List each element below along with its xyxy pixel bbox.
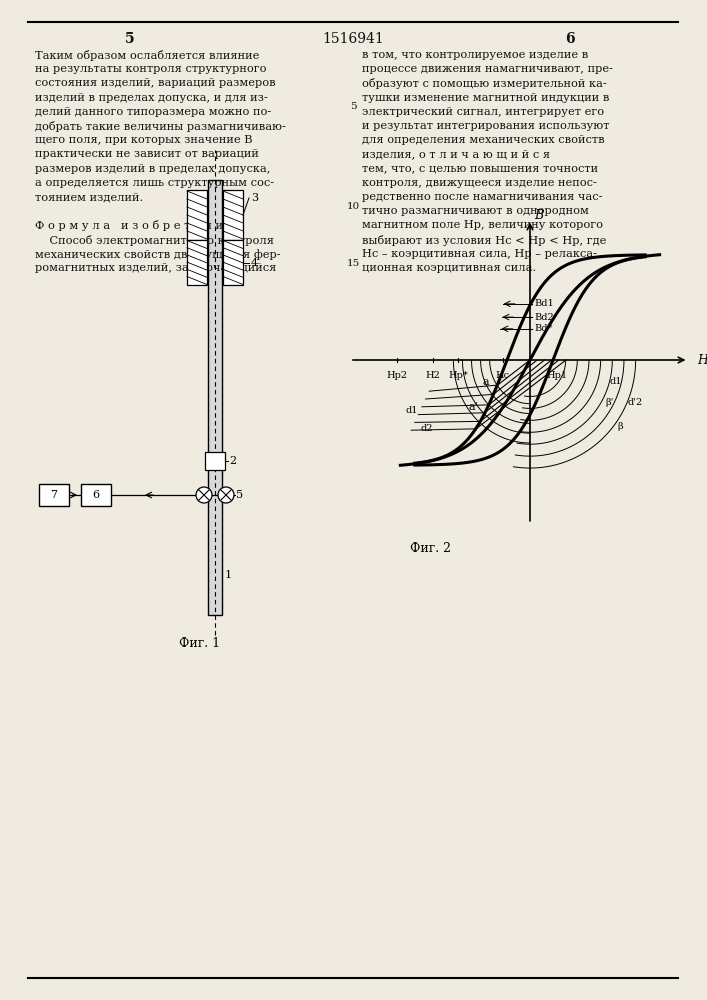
- Text: изделий в пределах допуска, и для из-: изделий в пределах допуска, и для из-: [35, 93, 268, 103]
- Text: процессе движения намагничивают, пре-: процессе движения намагничивают, пре-: [362, 64, 613, 74]
- Text: Bd2: Bd2: [534, 313, 554, 322]
- Text: a': a': [468, 402, 478, 412]
- Text: тоянием изделий.: тоянием изделий.: [35, 192, 144, 202]
- Text: Hp1: Hp1: [546, 371, 567, 380]
- Text: 4: 4: [251, 257, 258, 267]
- Bar: [81, 484, 111, 506]
- Text: 3: 3: [251, 193, 258, 203]
- Text: 5: 5: [236, 490, 243, 500]
- Text: практически не зависит от вариаций: практически не зависит от вариаций: [35, 149, 259, 159]
- Text: состояния изделий, вариаций размеров: состояния изделий, вариаций размеров: [35, 78, 276, 88]
- Text: 7: 7: [50, 490, 57, 500]
- Circle shape: [196, 487, 212, 503]
- Text: Hp*: Hp*: [448, 371, 468, 380]
- Text: 1: 1: [225, 570, 232, 580]
- Text: щего поля, при которых значение В: щего поля, при которых значение В: [35, 135, 252, 145]
- Text: 10: 10: [346, 202, 360, 211]
- Text: и результат интегрирования используют: и результат интегрирования используют: [362, 121, 609, 131]
- Text: d1: d1: [406, 406, 419, 415]
- Text: а определяется лишь структурным сос-: а определяется лишь структурным сос-: [35, 178, 274, 188]
- Text: 5: 5: [125, 32, 135, 46]
- Text: на результаты контроля структурного: на результаты контроля структурного: [35, 64, 267, 74]
- Text: Hp2: Hp2: [386, 371, 407, 380]
- Text: B: B: [534, 209, 543, 222]
- Text: для определения механических свойств: для определения механических свойств: [362, 135, 604, 145]
- Text: β: β: [618, 422, 624, 431]
- Text: контроля, движущееся изделие непос-: контроля, движущееся изделие непос-: [362, 178, 597, 188]
- Text: 5: 5: [350, 102, 356, 111]
- Text: 1516941: 1516941: [322, 32, 384, 46]
- Text: ционная коэрцитивная сила.: ционная коэрцитивная сила.: [362, 263, 536, 273]
- Text: Таким образом ослабляется влияние: Таким образом ослабляется влияние: [35, 50, 259, 61]
- Text: тем, что, с целью повышения точности: тем, что, с целью повышения точности: [362, 164, 598, 174]
- Text: d2: d2: [420, 424, 433, 433]
- Bar: [205, 452, 225, 470]
- Text: добрать такие величины размагничиваю-: добрать такие величины размагничиваю-: [35, 121, 286, 132]
- Text: ромагнитных изделий, заключающийся: ромагнитных изделий, заключающийся: [35, 263, 276, 273]
- Text: Фиг. 1: Фиг. 1: [180, 637, 221, 650]
- Text: 6: 6: [565, 32, 575, 46]
- Text: редственно после намагничивания час-: редственно после намагничивания час-: [362, 192, 602, 202]
- Polygon shape: [223, 190, 243, 240]
- Text: H2: H2: [426, 371, 440, 380]
- Text: выбирают из условия Нс < Нр < Нр, где: выбирают из условия Нс < Нр < Нр, где: [362, 235, 607, 246]
- Text: 2: 2: [229, 456, 236, 466]
- Text: магнитном поле Нр, величину которого: магнитном поле Нр, величину которого: [362, 220, 603, 230]
- Text: в том, что контролируемое изделие в: в том, что контролируемое изделие в: [362, 50, 588, 60]
- Text: H: H: [698, 354, 707, 366]
- Polygon shape: [223, 240, 243, 285]
- Text: a: a: [483, 377, 489, 387]
- Text: механических свойств движущихся фер-: механических свойств движущихся фер-: [35, 249, 281, 260]
- Text: d'2: d'2: [627, 398, 643, 407]
- Text: тушки изменение магнитной индукции в: тушки изменение магнитной индукции в: [362, 93, 609, 103]
- Text: β': β': [606, 398, 614, 407]
- Text: делий данного типоразмера можно по-: делий данного типоразмера можно по-: [35, 107, 271, 117]
- Circle shape: [218, 487, 234, 503]
- Text: изделия, о т л и ч а ю щ и й с я: изделия, о т л и ч а ю щ и й с я: [362, 149, 550, 159]
- Text: тично размагничивают в однородном: тично размагничивают в однородном: [362, 206, 589, 216]
- Bar: [39, 484, 69, 506]
- Text: Bd1: Bd1: [534, 299, 554, 308]
- Text: Нс – коэрцитивная сила, Нр – релакса-: Нс – коэрцитивная сила, Нр – релакса-: [362, 249, 597, 259]
- Polygon shape: [187, 240, 207, 285]
- Text: 15: 15: [346, 258, 360, 267]
- Text: Способ электромагнитного контроля: Способ электромагнитного контроля: [35, 235, 274, 246]
- Text: образуют с помощью измерительной ка-: образуют с помощью измерительной ка-: [362, 78, 607, 89]
- Text: Bd*: Bd*: [534, 324, 552, 333]
- Text: d1: d1: [609, 377, 621, 386]
- Text: Hc: Hc: [496, 371, 510, 380]
- Text: 6: 6: [93, 490, 100, 500]
- Bar: [208, 180, 222, 615]
- Text: Фиг. 2: Фиг. 2: [409, 542, 450, 555]
- Polygon shape: [187, 190, 207, 240]
- Text: Ф о р м у л а   и з о б р е т е н и я: Ф о р м у л а и з о б р е т е н и я: [35, 220, 234, 231]
- Text: электрический сигнал, интегрирует его: электрический сигнал, интегрирует его: [362, 107, 604, 117]
- Text: размеров изделий в пределах допуска,: размеров изделий в пределах допуска,: [35, 164, 270, 174]
